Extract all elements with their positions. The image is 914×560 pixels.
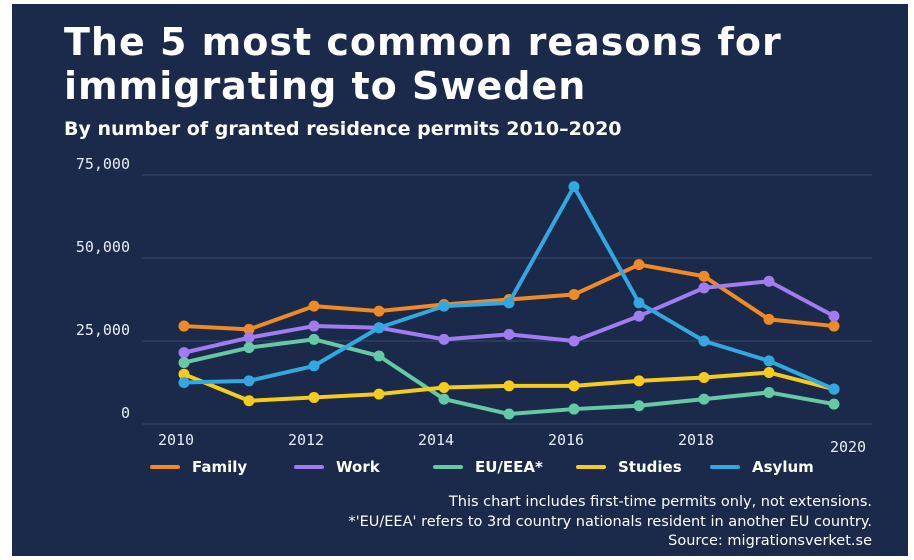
y-tick-label: 25,000 [76,321,130,339]
data-point [178,320,190,332]
data-point [438,381,450,393]
data-point [308,391,320,403]
data-point [698,393,710,405]
data-point [568,403,580,415]
x-tick-label: 2012 [288,431,324,449]
legend-label: Asylum [752,458,814,476]
legend: Family Work EU/EEA* Studies Asylum [150,458,814,476]
data-point [828,310,840,322]
data-point [308,300,320,312]
data-point [568,289,580,301]
data-point [698,282,710,294]
data-point [633,400,645,412]
data-point [828,398,840,410]
data-point [568,380,580,392]
data-point [178,347,190,359]
x-axis-ticks: 2010 2012 2014 2016 2018 2020 [158,431,866,456]
data-point [828,383,840,395]
legend-label: Family [192,458,247,476]
data-point [373,305,385,317]
chart-title: The 5 most common reasons for immigratin… [64,20,782,108]
data-point [698,270,710,282]
data-point [503,380,515,392]
data-point [763,355,775,367]
data-point [763,313,775,325]
data-point [633,310,645,322]
footnote-eu-eea: *'EU/EEA' refers to 3rd country national… [348,514,872,530]
y-tick-label: 50,000 [76,238,130,256]
data-point [698,335,710,347]
data-point [373,388,385,400]
series-line [182,184,836,392]
x-tick-label: 2010 [158,431,194,449]
series-eu-eea [178,333,840,420]
legend-label: Work [336,458,381,476]
data-point [243,342,255,354]
x-tick-label: 2016 [548,431,584,449]
y-axis-ticks: 0 25,000 50,000 75,000 [76,155,130,422]
data-point [828,320,840,332]
series-lines [178,181,840,420]
data-point [373,350,385,362]
data-point [243,395,255,407]
footnote-permits: This chart includes first-time permits o… [448,494,872,510]
data-point [178,368,190,380]
data-point [503,408,515,420]
data-point [633,259,645,271]
data-point [438,393,450,405]
data-point [503,297,515,309]
x-tick-label: 2018 [678,431,714,449]
data-point [763,275,775,287]
data-point [633,297,645,309]
data-point [763,367,775,379]
data-point [243,375,255,387]
data-point [568,335,580,347]
source-note: Source: migrationsverket.se [668,533,872,549]
y-tick-label: 0 [121,404,130,422]
data-point [438,333,450,345]
chart-panel: The 5 most common reasons for immigratin… [12,4,908,556]
legend-label: EU/EEA* [475,458,543,476]
data-point [243,332,255,344]
chart-subtitle: By number of granted residence permits 2… [64,118,622,140]
legend-label: Studies [618,458,682,476]
data-point [763,386,775,398]
data-point [438,300,450,312]
data-point [243,323,255,335]
series-asylum [178,181,840,395]
line-chart: 0 25,000 50,000 75,000 2010 2012 2014 2016 2018… [76,155,872,476]
data-point [308,360,320,372]
data-point [178,377,190,388]
data-point [308,320,320,332]
data-point [178,357,190,369]
y-tick-label: 75,000 [76,155,130,173]
data-point [568,181,580,193]
data-point [633,375,645,387]
data-point [698,372,710,384]
data-point [373,322,385,334]
gridlines [142,174,872,425]
series-family [178,259,840,335]
data-point [308,333,320,345]
x-tick-label: 2020 [830,438,866,456]
data-point [503,328,515,340]
x-tick-label: 2014 [418,431,454,449]
